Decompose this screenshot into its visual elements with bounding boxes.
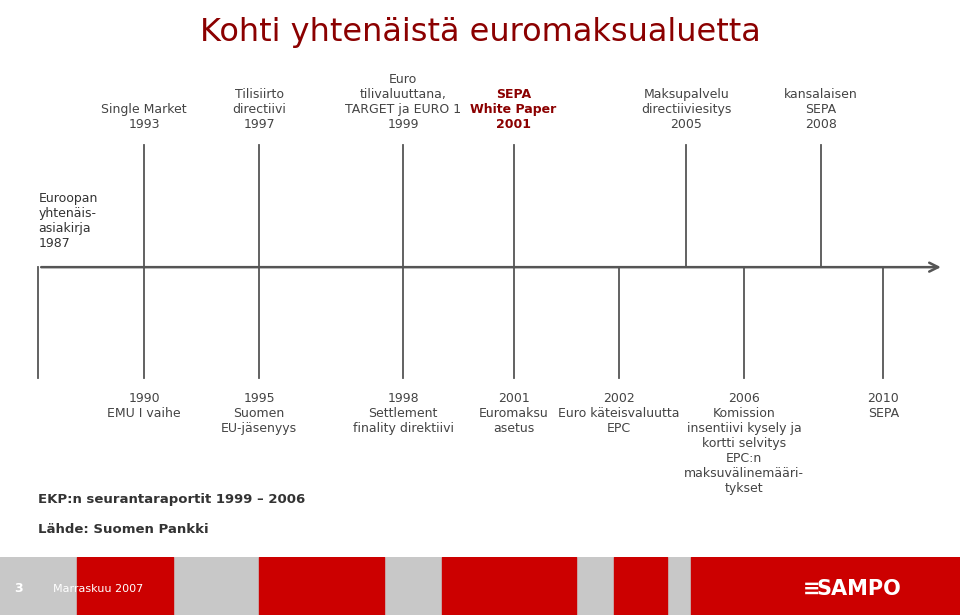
Text: Single Market
1993: Single Market 1993 [101,103,187,131]
Text: Lähde: Suomen Pankki: Lähde: Suomen Pankki [38,523,209,536]
Text: Euro
tilivaluuttana,
TARGET ja EURO 1
1999: Euro tilivaluuttana, TARGET ja EURO 1 19… [346,73,461,131]
Text: Kohti yhtenäistä euromaksualuetta: Kohti yhtenäistä euromaksualuetta [200,17,760,48]
Bar [259,557,384,615]
Text: Euroopan
yhtenäis-
asiakirja
1987: Euroopan yhtenäis- asiakirja 1987 [38,192,98,250]
Text: Tilisiirto
directiivi
1997: Tilisiirto directiivi 1997 [232,88,286,131]
Text: 1995
Suomen
EU-jäsenyys: 1995 Suomen EU-jäsenyys [221,392,298,435]
Text: 2001
Euromaksu
asetus: 2001 Euromaksu asetus [479,392,548,435]
Text: 1998
Settlement
finality direktiivi: 1998 Settlement finality direktiivi [352,392,454,435]
Text: 1990
EMU I vaihe: 1990 EMU I vaihe [108,392,180,421]
Text: SEPA
White Paper
2001: SEPA White Paper 2001 [470,88,557,131]
Text: SAMPO: SAMPO [817,579,901,599]
Text: Marraskuu 2007: Marraskuu 2007 [53,584,143,593]
Text: 2006
Komission
insentiivi kysely ja
kortti selvitys
EPC:n
maksuvälinemääri-
tyks: 2006 Komission insentiivi kysely ja kort… [684,392,804,496]
Bar [614,557,667,615]
Text: ≡: ≡ [803,579,820,599]
Text: EKP:n seurantaraportit 1999 – 2006: EKP:n seurantaraportit 1999 – 2006 [38,493,305,506]
Text: 2002
Euro käteisvaluutta
EPC: 2002 Euro käteisvaluutta EPC [559,392,680,435]
Text: 3: 3 [14,582,23,595]
Text: 2010
SEPA: 2010 SEPA [867,392,900,421]
Bar [442,557,576,615]
Bar [691,557,960,615]
Bar [77,557,173,615]
Text: Maksupalvelu
directiiviesitys
2005: Maksupalvelu directiiviesitys 2005 [641,88,732,131]
Text: kansalaisen
SEPA
2008: kansalaisen SEPA 2008 [784,88,857,131]
